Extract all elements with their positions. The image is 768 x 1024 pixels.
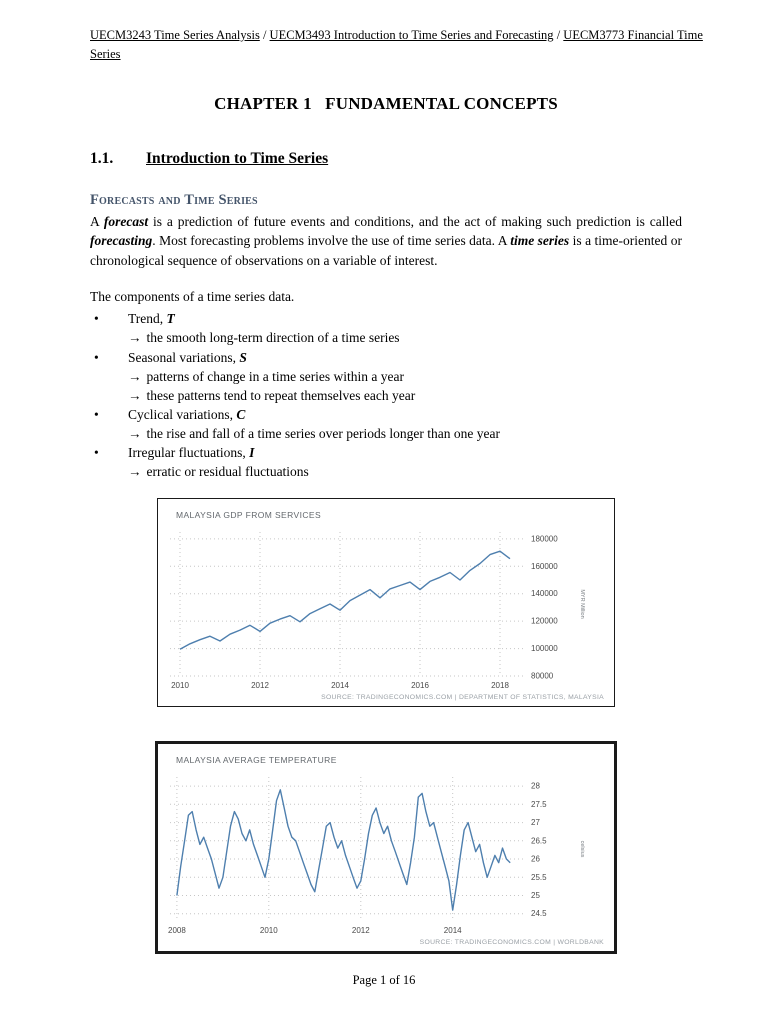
course-link[interactable]: UECM3773 Financial Time Series (90, 28, 703, 61)
list-item-label: Trend, T (128, 311, 175, 327)
page-number: Page 1 of 16 (352, 973, 416, 987)
svg-text:MYR Million: MYR Million (579, 589, 585, 618)
components-list: • Trend, T → the smooth long-term direction… (90, 309, 682, 481)
course-link[interactable]: UECM3243 Time Series Analysis (90, 28, 260, 42)
svg-text:2012: 2012 (251, 681, 269, 690)
list-item: • Trend, T → the smooth long-term direction… (90, 309, 682, 347)
arrow-icon: → (128, 426, 142, 442)
list-subitem: → these patterns tend to repeat themselve… (128, 386, 682, 405)
arrow-icon: → (128, 464, 142, 480)
svg-text:25.5: 25.5 (531, 872, 547, 881)
gdp-chart-plot: 80000 100000 120000 140000 160000 180000 2010 2… (170, 531, 585, 690)
subsection-heading: Forecasts and Time Series (90, 191, 258, 208)
svg-text:180000: 180000 (531, 534, 558, 543)
list-item: • Seasonal variations, S → patterns of chan… (90, 348, 682, 405)
svg-text:80000: 80000 (531, 671, 554, 680)
svg-text:27.5: 27.5 (531, 799, 547, 808)
temperature-chart-source: SOURCE: TRADINGECONOMICS.COM | WORLDBANK (419, 938, 604, 946)
arrow-icon: → (128, 368, 142, 384)
chapter-title: CHAPTER 1 FUNDAMENTAL CONCEPTS (214, 93, 558, 113)
svg-text:2016: 2016 (411, 681, 429, 690)
list-item: • Irregular fluctuations, I → erratic or re… (90, 443, 682, 481)
svg-text:2008: 2008 (168, 926, 186, 935)
components-lead: The components of a time series data. (90, 289, 295, 305)
svg-text:25: 25 (531, 891, 540, 900)
bullet-icon: • (94, 349, 99, 365)
gdp-chart-title: MALAYSIA GDP FROM SERVICES (176, 509, 322, 520)
bullet-icon: • (94, 311, 99, 327)
gdp-chart-source: SOURCE: TRADINGECONOMICS.COM | DEPARTMEN… (321, 693, 604, 701)
list-item-label: Cyclical variations, C (128, 406, 246, 422)
svg-text:26: 26 (531, 854, 540, 863)
svg-text:160000: 160000 (531, 561, 558, 570)
section-heading: 1.1. Introduction to Time Series (90, 150, 682, 168)
svg-text:27: 27 (531, 818, 540, 827)
svg-text:2018: 2018 (491, 681, 509, 690)
section-title: Introduction to Time Series (146, 149, 329, 167)
gdp-chart: MALAYSIA GDP FROM SERVICES 80000 100000 12… (157, 497, 615, 707)
course-links: UECM3243 Time Series Analysis / UECM3493… (90, 28, 703, 61)
list-item: • Cyclical variations, C → the rise and fal… (90, 405, 682, 443)
list-item-label: Seasonal variations, S (128, 349, 247, 365)
svg-text:120000: 120000 (531, 616, 558, 625)
page-content: UECM3243 Time Series Analysis / UECM3493… (90, 28, 703, 954)
course-link[interactable]: UECM3493 Introduction to Time Series and… (269, 28, 554, 42)
section-number: 1.1. (90, 149, 114, 167)
svg-text:24.5: 24.5 (531, 909, 547, 918)
svg-text:140000: 140000 (531, 589, 558, 598)
svg-text:28: 28 (531, 781, 540, 790)
svg-text:2014: 2014 (444, 926, 462, 935)
svg-text:26.5: 26.5 (531, 836, 547, 845)
list-subitem: → erratic or residual fluctuations (128, 462, 682, 481)
bullet-icon: • (94, 406, 99, 422)
temperature-chart-plot: 24.5 25 25.5 26 26.5 27 27.5 28 2008 2010 2012 2014… (168, 776, 585, 935)
arrow-icon: → (128, 387, 142, 403)
svg-text:celsius: celsius (579, 840, 585, 857)
svg-text:100000: 100000 (531, 644, 558, 653)
intro-paragraph: A forecast is a prediction of future eve… (90, 213, 682, 268)
svg-text:2010: 2010 (171, 681, 189, 690)
svg-text:2010: 2010 (260, 926, 278, 935)
temperature-chart-title: MALAYSIA AVERAGE TEMPERATURE (176, 754, 337, 765)
list-subitem: → the rise and fall of a time series over… (128, 424, 682, 443)
bullet-icon: • (94, 445, 99, 461)
list-subitem: → the smooth long-term direction of a tim… (128, 328, 682, 347)
arrow-icon: → (128, 330, 142, 346)
svg-text:2012: 2012 (352, 926, 370, 935)
list-item-label: Irregular fluctuations, I (128, 445, 255, 461)
svg-text:2014: 2014 (331, 681, 349, 690)
temperature-chart: MALAYSIA AVERAGE TEMPERATURE 24.5 25 25.5 2… (155, 740, 617, 954)
list-subitem: → patterns of change in a time series wit… (128, 367, 682, 386)
